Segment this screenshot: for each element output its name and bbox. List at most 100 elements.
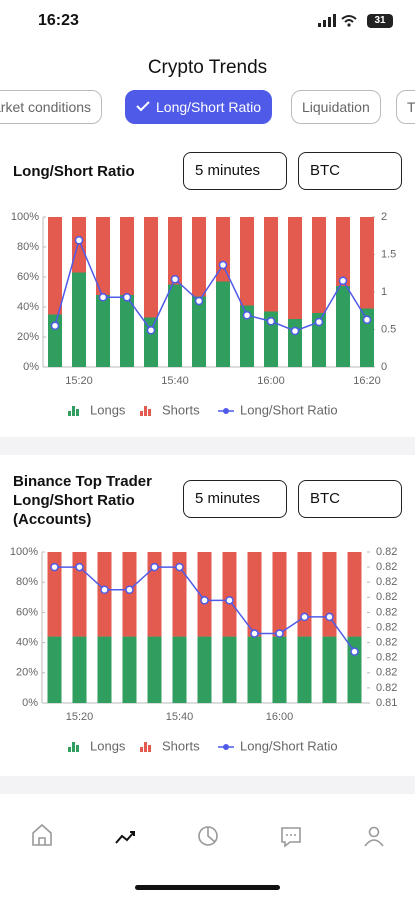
- legend-label: Longs: [90, 738, 126, 753]
- y-tick-label: 80%: [17, 241, 39, 253]
- dropdown[interactable]: BTC: [298, 152, 402, 190]
- ratio-point: [122, 293, 132, 302]
- bar: [297, 552, 312, 637]
- tab-label: arket conditions: [0, 99, 92, 115]
- y2-tick-label: 0: [381, 361, 387, 373]
- status-icons: [318, 14, 357, 27]
- y2-tick-label: 0.82: [376, 606, 397, 618]
- y-tick-label: 20%: [17, 331, 39, 343]
- x-tick-label: 16:20: [353, 375, 381, 387]
- bar: [347, 636, 362, 703]
- y-tick-label: 60%: [16, 606, 38, 618]
- nav-chart[interactable]: [198, 826, 218, 846]
- dropdown[interactable]: 5 minutes: [183, 152, 287, 190]
- ratio-point: [338, 276, 348, 285]
- bar: [312, 217, 326, 313]
- bar: [48, 217, 62, 315]
- status-time: 16:23: [38, 12, 79, 29]
- tab-label: Long/Short Ratio: [156, 99, 262, 115]
- x-tick-label: 16:00: [266, 711, 294, 723]
- nav-profile[interactable]: [364, 826, 384, 847]
- bar: [122, 636, 137, 703]
- x-tick-label: 15:40: [166, 711, 194, 723]
- legend-icon: [76, 409, 79, 416]
- ratio-point: [300, 612, 309, 622]
- legend-icon: [72, 406, 75, 416]
- nav-chat[interactable]: [281, 827, 301, 848]
- y2-tick-label: 0.82: [376, 637, 397, 649]
- tab[interactable]: Liquidation: [291, 90, 381, 124]
- dropdown[interactable]: BTC: [298, 480, 402, 518]
- y-tick-label: 20%: [16, 667, 38, 679]
- bottom-nav: [32, 823, 384, 848]
- y2-tick-label: 0.5: [381, 323, 396, 335]
- ratio-point: [74, 236, 84, 245]
- bar: [297, 636, 312, 703]
- bar: [288, 319, 302, 367]
- nav-home[interactable]: [32, 823, 52, 846]
- home-indicator: [135, 885, 280, 890]
- bar: [360, 308, 374, 367]
- ratio-point: [250, 629, 259, 638]
- bar: [272, 552, 287, 637]
- bar: [197, 552, 212, 637]
- x-tick-label: 15:20: [66, 711, 94, 723]
- ratio-point: [314, 317, 324, 327]
- ratio-point: [100, 585, 109, 594]
- ratio-point: [75, 562, 84, 572]
- ratio-point: [175, 562, 184, 572]
- bar: [216, 281, 230, 367]
- bar: [96, 217, 110, 295]
- ratio-point: [125, 585, 134, 594]
- bar: [96, 295, 110, 367]
- page-title: Crypto Trends: [147, 57, 268, 78]
- legend-icon: [144, 742, 147, 752]
- section-title: Binance Top Trader Long/Short Ratio (Acc…: [13, 473, 152, 528]
- y2-tick-label: 0.82: [376, 546, 397, 558]
- bar: [288, 217, 302, 319]
- bar: [192, 217, 206, 297]
- bar: [122, 552, 137, 637]
- ratio-point: [242, 311, 252, 320]
- y-tick-label: 40%: [16, 637, 38, 649]
- tab-label: Liquidation: [302, 99, 370, 115]
- ratio-point: [325, 612, 334, 622]
- legend-icon: [140, 747, 143, 752]
- y2-tick-label: 1: [381, 286, 387, 298]
- legend-icon: [140, 411, 143, 416]
- ratio-point: [146, 326, 156, 335]
- bar: [144, 317, 158, 367]
- bar: [147, 636, 162, 703]
- separator: [0, 437, 415, 455]
- y-tick-label: 100%: [11, 211, 39, 223]
- y-tick-label: 80%: [16, 576, 38, 588]
- legend-icon: [148, 409, 151, 416]
- y2-tick-label: 0.82: [376, 561, 397, 573]
- x-tick-label: 16:00: [257, 375, 285, 387]
- x-tick-label: 15:40: [161, 375, 189, 387]
- x-tick-label: 15:20: [65, 375, 93, 387]
- bar: [147, 552, 162, 637]
- ratio-point: [98, 293, 108, 302]
- separator: [0, 776, 415, 794]
- nav-trends[interactable]: [115, 831, 135, 844]
- dropdown[interactable]: 5 minutes: [183, 480, 287, 518]
- y2-tick-label: 0.81: [376, 697, 397, 709]
- ratio-point: [266, 317, 276, 326]
- tab[interactable]: arket conditions: [0, 90, 103, 124]
- bar: [97, 552, 112, 637]
- y2-tick-label: 0.82: [376, 621, 397, 633]
- y2-tick-label: 0.82: [376, 576, 397, 588]
- y-tick-label: 100%: [10, 546, 38, 558]
- tab-bar: arket conditions Long/Short Ratio Liquidat…: [0, 90, 415, 126]
- bar: [247, 552, 262, 637]
- tab[interactable]: T: [396, 90, 415, 124]
- bar: [322, 636, 337, 703]
- ratio-point: [194, 296, 204, 306]
- y2-tick-label: 0.82: [376, 667, 397, 679]
- bar: [264, 311, 278, 367]
- bar: [144, 217, 158, 318]
- tab[interactable]: Long/Short Ratio: [125, 90, 273, 124]
- y-tick-label: 0%: [22, 697, 38, 709]
- ratio-point: [225, 596, 234, 605]
